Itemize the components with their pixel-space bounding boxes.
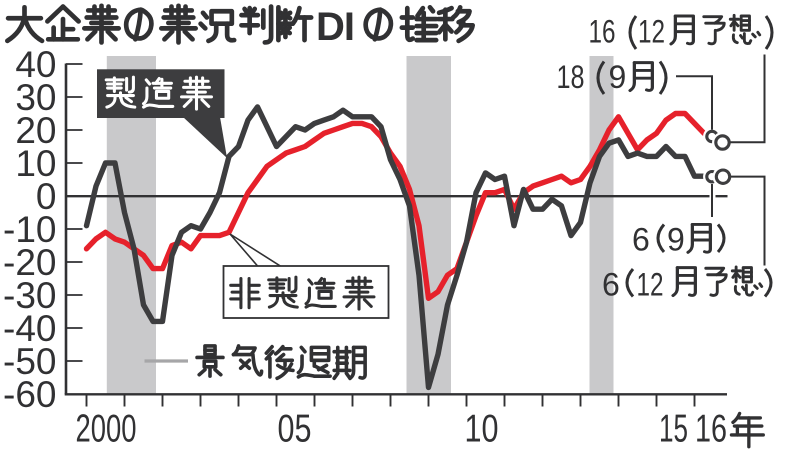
svg-text:05: 05 — [278, 407, 312, 450]
svg-text:15: 15 — [659, 407, 688, 450]
svg-text:10: 10 — [15, 143, 56, 184]
svg-text:9: 9 — [609, 59, 627, 95]
svg-text:16: 16 — [695, 407, 727, 450]
svg-text:2000: 2000 — [76, 407, 137, 450]
svg-text:12: 12 — [638, 13, 665, 49]
svg-text:-40: -40 — [3, 308, 56, 349]
svg-text:12: 12 — [637, 267, 664, 303]
svg-text:-30: -30 — [3, 275, 56, 316]
svg-text:18: 18 — [557, 59, 585, 95]
svg-text:40: 40 — [15, 44, 56, 85]
svg-text:6: 6 — [632, 221, 650, 257]
svg-text:16: 16 — [589, 13, 616, 49]
svg-text:6: 6 — [602, 267, 620, 303]
svg-text:20: 20 — [15, 110, 56, 151]
svg-text:0: 0 — [36, 176, 57, 217]
svg-text:30: 30 — [15, 77, 56, 118]
svg-text:-10: -10 — [3, 209, 56, 250]
svg-text:-60: -60 — [3, 374, 56, 415]
svg-text:9: 9 — [667, 221, 685, 257]
svg-text:-50: -50 — [3, 341, 56, 382]
svg-text:10: 10 — [465, 407, 499, 450]
svg-text:DI: DI — [316, 5, 354, 49]
svg-text:-20: -20 — [3, 242, 56, 283]
